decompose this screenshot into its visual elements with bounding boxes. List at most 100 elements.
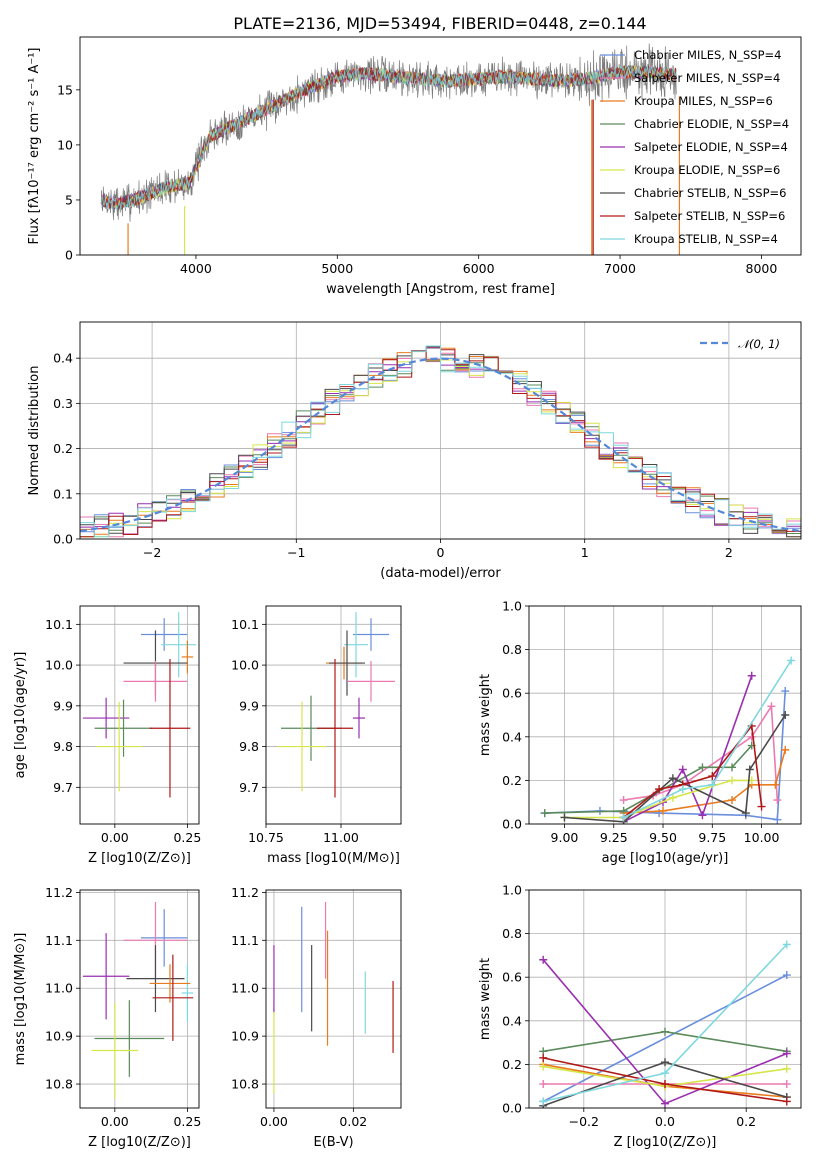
x-axis-label: E(B-V) <box>313 1135 353 1150</box>
plot-area-residuals <box>80 345 801 538</box>
weight-marker-salpeter-elodie <box>661 1099 669 1108</box>
plot-area-age-vs-Z <box>82 612 197 798</box>
weight-marker-salpeter-elodie <box>782 1049 791 1058</box>
errorbar-chabrier-elodie <box>94 699 153 757</box>
errorbar-chabrier-miles <box>140 618 188 651</box>
errorbar-chabrier-miles <box>140 909 188 967</box>
y-tick-label: 0.0 <box>53 532 73 547</box>
x-tick-label: 0 <box>437 545 445 560</box>
y-tick-label: 10 <box>57 137 73 152</box>
weight-marker-kroupa-stelib <box>782 940 791 949</box>
weight-marker-kroupa-miles <box>771 780 780 789</box>
y-tick-label: 0.6 <box>502 686 522 701</box>
x-tick-label: 9.00 <box>551 830 579 845</box>
errorbar-salpeter-stelib <box>152 954 194 1041</box>
weight-marker-kroupa-stelib <box>708 780 717 789</box>
y-tick-label: 0.8 <box>502 926 522 941</box>
weight-marker-salpeter-miles <box>747 732 756 741</box>
y-tick-label: 9.8 <box>53 739 73 754</box>
weight-marker-kroupa-miles <box>781 745 790 754</box>
legend-label-chabrier-elodie: Chabrier ELODIE, N_SSP=4 <box>634 117 789 131</box>
x-axis-label: Z [log10(Z/Z⊙)] <box>88 1135 191 1150</box>
weight-marker-chabrier-miles <box>773 815 782 824</box>
x-axis-label: (data-model)/error <box>380 566 501 581</box>
weight-marker-kroupa-stelib <box>539 1097 548 1106</box>
y-axis-label: mass [log10(M/M⊙)] <box>13 933 28 1066</box>
weight-marker-chabrier-stelib <box>661 1058 669 1067</box>
weight-marker-chabrier-stelib <box>560 813 569 822</box>
legend-label-kroupa-stelib: Kroupa STELIB, N_SSP=4 <box>634 232 778 246</box>
weight-marker-salpeter-miles <box>773 796 782 805</box>
panel-residuals: −2 −1 0 1 2 0.0 0.1 0.2 0.3 0.4 (data-model)/error… <box>27 321 802 581</box>
x-tick-label: 4000 <box>180 261 212 276</box>
weight-line-chabrier-elodie <box>544 744 753 814</box>
axes-frame <box>528 889 802 1109</box>
weight-marker-kroupa-elodie <box>539 1062 548 1071</box>
x-tick-label: 0.0 <box>655 1114 675 1129</box>
legend-label-normal: 𝒩(0, 1) <box>738 337 780 351</box>
y-tick-label: 10.1 <box>231 617 259 632</box>
legend-label-kroupa-elodie: Kroupa ELODIE, N_SSP=6 <box>634 163 780 177</box>
weight-marker-chabrier-stelib <box>668 774 677 783</box>
errorbar-salpeter-miles <box>123 661 188 702</box>
weight-marker-salpeter-miles <box>767 702 776 711</box>
normal-distribution-curve <box>80 357 801 533</box>
weight-marker-kroupa-elodie <box>728 776 737 785</box>
plot-area-weight-vs-Z <box>539 940 791 1108</box>
x-tick-label: 9.25 <box>600 830 628 845</box>
errorbar-salpeter-elodie <box>82 697 130 739</box>
histogram-kroupa-stelib <box>80 345 801 538</box>
axes-frame <box>79 36 802 256</box>
y-tick-label: 10.8 <box>45 1077 73 1092</box>
legend-label-kroupa-miles: Kroupa MILES, N_SSP=6 <box>634 94 773 108</box>
x-tick-label: 0.00 <box>101 1114 129 1129</box>
errorbar-kroupa-stelib <box>181 964 194 1022</box>
x-axis-label: Z [log10(Z/Z⊙)] <box>88 851 191 866</box>
panel-spectrum: 4000 5000 6000 7000 8000 0 5 10 15 wavelength [An… <box>27 36 802 297</box>
y-tick-label: 0.4 <box>502 1013 522 1028</box>
errorbar-kroupa-stelib <box>344 612 368 678</box>
y-tick-label: 0.0 <box>502 1101 522 1116</box>
y-tick-label: 9.7 <box>239 780 259 795</box>
y-tick-label: 1.0 <box>502 599 522 614</box>
y-tick-label: 5 <box>65 192 73 207</box>
observed-spectrum <box>100 43 677 222</box>
x-axis-label: Z [log10(Z/Z⊙)] <box>614 1135 717 1150</box>
plot-area-age-vs-mass <box>278 612 395 798</box>
x-tick-label: 5000 <box>321 261 353 276</box>
y-tick-label: 9.7 <box>53 780 73 795</box>
y-axis-label: age [log10(age/yr)] <box>13 652 28 779</box>
x-tick-label: 7000 <box>604 261 636 276</box>
y-tick-label: 0.3 <box>53 396 73 411</box>
errorbar-kroupa-miles <box>181 640 194 674</box>
y-tick-label: 0.4 <box>53 351 73 366</box>
y-tick-label: 11.0 <box>45 981 73 996</box>
weight-marker-kroupa-stelib <box>661 1069 669 1078</box>
model-spectrum-kroupa-stelib <box>100 65 677 211</box>
panel-age-vs-Z: 0.00 0.25 9.7 9.8 9.9 10.0 10.1 Z [log10(Z/Z⊙)]… <box>13 605 201 866</box>
y-tick-label: 0.2 <box>502 773 522 788</box>
y-tick-label: 9.8 <box>239 739 259 754</box>
weight-marker-salpeter-elodie <box>698 811 707 820</box>
x-tick-label: 2 <box>725 545 733 560</box>
weight-marker-kroupa-elodie <box>782 1064 791 1073</box>
y-tick-label: 9.9 <box>239 698 259 713</box>
weight-marker-salpeter-stelib <box>661 1080 669 1089</box>
legend-label-salpeter-stelib: Salpeter STELIB, N_SSP=6 <box>634 209 785 223</box>
plot-area-spectrum <box>100 43 681 255</box>
x-tick-label: 6000 <box>463 261 495 276</box>
y-tick-label: 15 <box>57 82 73 97</box>
axes-frame <box>79 605 200 825</box>
legend-label-salpeter-miles: Salpeter MILES, N_SSP=4 <box>634 71 780 85</box>
x-tick-label: 10.00 <box>744 830 780 845</box>
errorbar-kroupa-elodie <box>95 701 143 792</box>
weight-marker-salpeter-miles <box>539 1080 548 1089</box>
weight-marker-chabrier-elodie <box>698 763 707 772</box>
y-tick-label: 10.0 <box>231 658 259 673</box>
weight-marker-salpeter-stelib <box>539 1053 548 1062</box>
y-tick-label: 10.1 <box>45 617 73 632</box>
weight-marker-chabrier-elodie <box>540 809 549 818</box>
axes-frame <box>79 889 200 1109</box>
x-axis-label: age [log10(age/yr)] <box>602 851 729 866</box>
x-tick-label: 9.75 <box>698 830 726 845</box>
